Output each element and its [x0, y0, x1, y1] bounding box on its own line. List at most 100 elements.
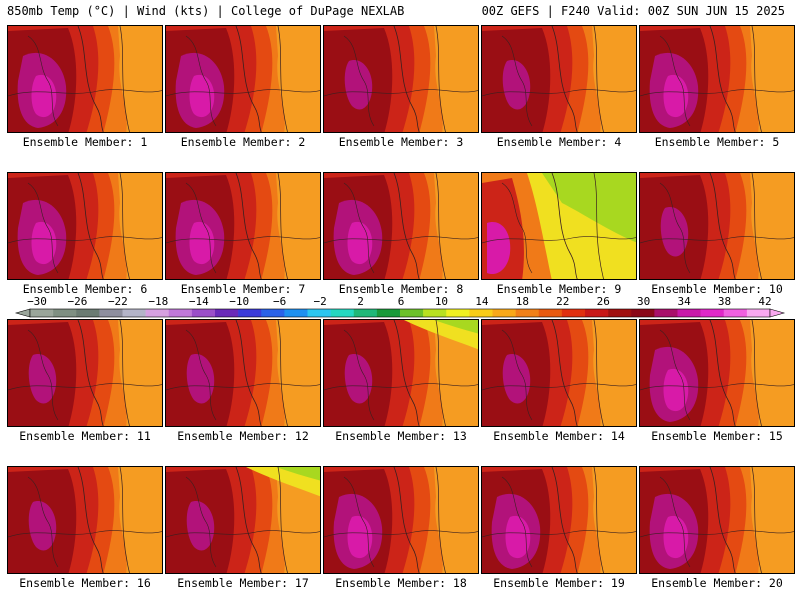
colorbar-swatch: [30, 309, 54, 317]
temperature-map: [8, 467, 162, 573]
chart-title: 850mb Temp (°C) | Wind (kts) | College o…: [7, 4, 405, 18]
ensemble-member-label: Ensemble Member: 12: [177, 429, 309, 443]
ensemble-member-label: Ensemble Member: 8: [338, 282, 464, 296]
colorbar-swatch: [76, 309, 100, 317]
colorbar-swatch: [238, 309, 262, 317]
ensemble-map-panel: [7, 319, 163, 427]
ensemble-map-panel: [639, 172, 795, 280]
ensemble-map-panel: [481, 25, 637, 133]
ensemble-member-label: Ensemble Member: 14: [493, 429, 625, 443]
colorbar-swatch: [168, 309, 193, 317]
temperature-map: [166, 26, 320, 132]
colorbar-tick-label: 10: [434, 295, 449, 308]
ensemble-map-panel: [7, 466, 163, 574]
ensemble-member-label: Ensemble Member: 2: [180, 135, 306, 149]
temperature-map: [640, 467, 794, 573]
ensemble-map-panel: [481, 466, 637, 574]
ensemble-member-label: Ensemble Member: 7: [180, 282, 306, 296]
ensemble-map-panel: [165, 25, 321, 133]
colorbar-swatch: [585, 309, 609, 317]
ensemble-member-label: Ensemble Member: 13: [335, 429, 467, 443]
temperature-map: [324, 173, 478, 279]
ensemble-map-panel: [165, 319, 321, 427]
colorbar-swatch: [561, 309, 586, 317]
ensemble-member-label: Ensemble Member: 10: [651, 282, 783, 296]
colorbar-swatch: [654, 309, 678, 317]
ensemble-member-label: Ensemble Member: 11: [19, 429, 151, 443]
colorbar-swatch: [261, 309, 285, 317]
colorbar: [14, 308, 786, 318]
ensemble-map-panel: [639, 319, 795, 427]
colorbar-tick-label: −10: [229, 295, 250, 308]
colorbar-tick-label: −6: [273, 295, 287, 308]
ensemble-map-panel: [165, 172, 321, 280]
ensemble-member-label: Ensemble Member: 17: [177, 576, 309, 590]
colorbar-swatch: [469, 309, 493, 317]
colorbar-swatch: [191, 309, 216, 317]
ensemble-member-label: Ensemble Member: 5: [654, 135, 780, 149]
colorbar-tick-label: −14: [188, 295, 209, 308]
colorbar-right-arrow: [769, 308, 786, 318]
temperature-map: [166, 320, 320, 426]
ensemble-map-panel: [323, 466, 479, 574]
temperature-map: [640, 320, 794, 426]
ensemble-member-label: Ensemble Member: 19: [493, 576, 625, 590]
colorbar-tick-label: 38: [717, 295, 732, 308]
ensemble-map-panel: [481, 172, 637, 280]
colorbar-swatch: [400, 309, 424, 317]
colorbar-tick-label: −18: [148, 295, 169, 308]
colorbar-tick-label: 6: [397, 295, 405, 308]
ensemble-member-label: Ensemble Member: 6: [22, 282, 148, 296]
colorbar-swatch: [215, 309, 239, 317]
colorbar-tick-label: −2: [313, 295, 327, 308]
colorbar-tick-label: 30: [637, 295, 651, 308]
colorbar-swatch: [515, 309, 540, 317]
temperature-map: [482, 467, 636, 573]
temperature-map: [482, 320, 636, 426]
colorbar-tick-label: 34: [677, 295, 691, 308]
colorbar-swatch: [423, 309, 447, 317]
colorbar-swatch: [307, 309, 331, 317]
colorbar-swatch: [746, 309, 771, 317]
colorbar-swatch: [631, 309, 655, 317]
ensemble-map-panel: [323, 25, 479, 133]
temperature-map: [640, 26, 794, 132]
colorbar-swatch: [330, 309, 355, 317]
ensemble-map-panel: [639, 466, 795, 574]
temperature-map: [482, 26, 636, 132]
ensemble-member-label: Ensemble Member: 15: [651, 429, 783, 443]
temperature-map: [482, 173, 636, 279]
temperature-map: [8, 173, 162, 279]
colorbar-tick-label: −26: [67, 295, 88, 308]
colorbar-swatch: [677, 309, 701, 317]
colorbar-swatch: [376, 309, 401, 317]
temperature-map: [166, 467, 320, 573]
temperature-map: [166, 173, 320, 279]
ensemble-member-label: Ensemble Member: 3: [338, 135, 464, 149]
ensemble-member-label: Ensemble Member: 20: [651, 576, 783, 590]
ensemble-map-panel: [7, 25, 163, 133]
ensemble-map-panel: [639, 25, 795, 133]
colorbar-legend: −30 −26 −22 −18 −14 −10 −6 −2 2 6 10 14 18 22 26 30 34 38…: [0, 296, 800, 320]
temperature-map: [324, 320, 478, 426]
colorbar-swatch: [122, 309, 146, 317]
colorbar-tick-label: 26: [596, 295, 610, 308]
colorbar-swatch: [284, 309, 308, 317]
ensemble-member-label: Ensemble Member: 9: [496, 282, 622, 296]
colorbar-tick-label: 42: [758, 295, 772, 308]
colorbar-tick-label: 14: [475, 295, 489, 308]
colorbar-swatch: [145, 309, 170, 317]
temperature-map: [324, 467, 478, 573]
ensemble-map-panel: [165, 466, 321, 574]
colorbar-swatch: [53, 309, 77, 317]
colorbar-swatch: [353, 309, 378, 317]
colorbar-swatch: [446, 309, 470, 317]
temperature-map: [324, 26, 478, 132]
ensemble-member-label: Ensemble Member: 4: [496, 135, 622, 149]
ensemble-member-label: Ensemble Member: 16: [19, 576, 151, 590]
colorbar-tick-label: 22: [556, 295, 570, 308]
colorbar-tick-label: 18: [515, 295, 529, 308]
temperature-map: [8, 320, 162, 426]
ensemble-map-panel: [481, 319, 637, 427]
temperature-map: [8, 26, 162, 132]
